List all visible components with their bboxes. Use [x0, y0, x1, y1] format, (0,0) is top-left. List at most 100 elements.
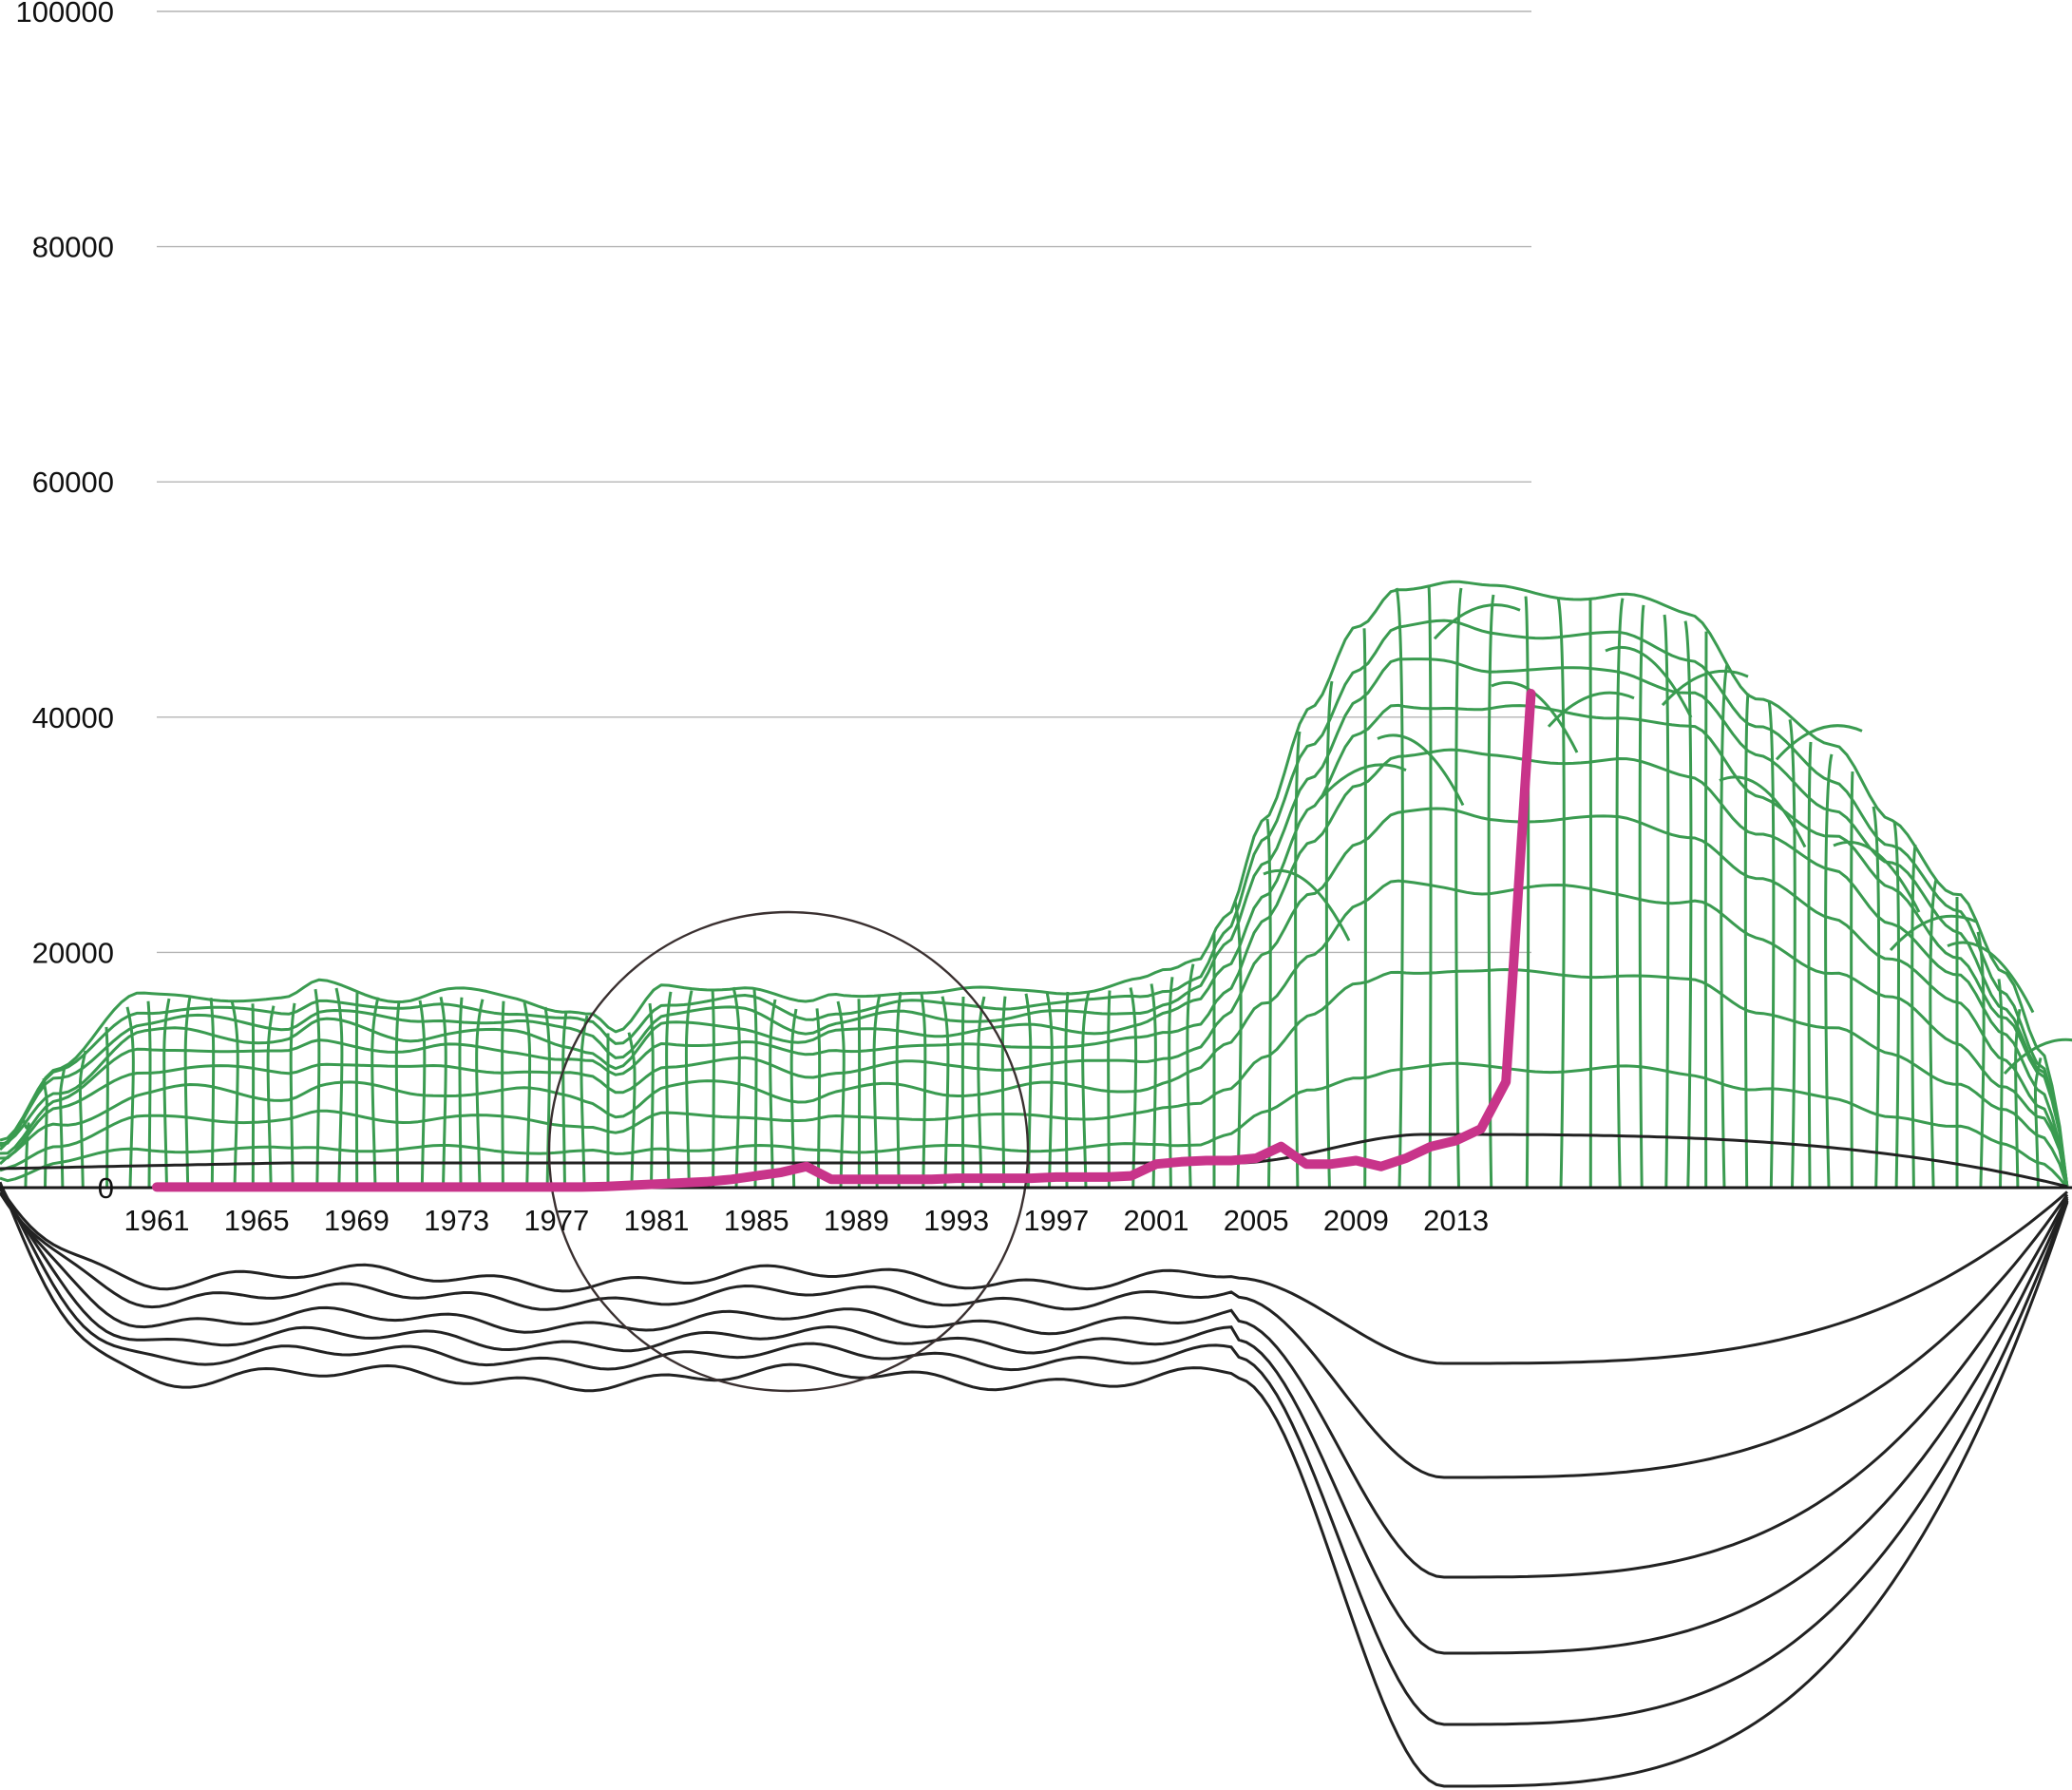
- mesh-rib: [1788, 718, 1796, 1189]
- data-point: [855, 1178, 858, 1181]
- data-point: [680, 1182, 683, 1184]
- mesh-rib: [1720, 663, 1729, 1189]
- mesh-rib: [1395, 587, 1404, 1189]
- mesh-rib: [561, 1010, 568, 1189]
- data-point: [780, 1171, 783, 1173]
- mesh-rib: [941, 996, 950, 1189]
- mesh-rib: [42, 1077, 48, 1189]
- y-tick-label: 100000: [16, 0, 114, 29]
- data-point: [156, 1186, 158, 1189]
- x-tick-label: 1997: [1023, 1204, 1089, 1237]
- mesh-rib: [475, 999, 485, 1189]
- mesh-rib: [895, 991, 903, 1189]
- data-point: [1080, 1175, 1083, 1178]
- data-point: [930, 1178, 933, 1181]
- data-point: [1030, 1177, 1033, 1180]
- mesh-rib: [1064, 991, 1070, 1189]
- data-point: [1430, 1145, 1433, 1148]
- data-point: [1155, 1163, 1157, 1166]
- data-point: [955, 1177, 958, 1180]
- mesh-brace: [2003, 1038, 2072, 1076]
- mesh-brace: [1377, 733, 1465, 807]
- data-point: [1330, 1163, 1333, 1166]
- y-tick-label: 20000: [32, 936, 114, 969]
- mesh-rib: [1892, 821, 1900, 1189]
- mesh-rib: [769, 999, 777, 1189]
- mesh-rib: [1487, 594, 1495, 1189]
- mesh-brace: [1319, 763, 1407, 800]
- data-point: [1055, 1175, 1057, 1178]
- data-point: [406, 1186, 408, 1189]
- mesh-rib: [815, 1008, 822, 1189]
- data-point: [805, 1165, 808, 1168]
- x-tick-label: 1993: [923, 1204, 989, 1237]
- mesh-rib: [1129, 987, 1138, 1189]
- mesh-rib: [1362, 628, 1367, 1189]
- mesh-rib: [105, 1026, 109, 1189]
- data-point: [1105, 1175, 1108, 1178]
- mesh-band: [0, 879, 2069, 1189]
- data-point: [455, 1186, 458, 1189]
- data-point: [555, 1186, 558, 1189]
- mesh-rib: [125, 1006, 135, 1189]
- shadow-curve: [0, 1188, 2069, 1655]
- mesh-rib: [977, 996, 986, 1189]
- mesh-band: [0, 807, 2069, 1189]
- x-tick-label: 1965: [224, 1204, 290, 1237]
- mesh-rib: [1703, 631, 1708, 1189]
- y-tick-label: 40000: [32, 701, 114, 734]
- mesh-rib: [1556, 597, 1566, 1189]
- y-tick-label: 80000: [32, 231, 114, 264]
- mesh-rib: [183, 996, 192, 1189]
- mesh-rib: [1427, 585, 1433, 1189]
- mesh-band: [0, 748, 2069, 1189]
- mesh-rib: [266, 1005, 276, 1189]
- mesh-rib: [1929, 878, 1938, 1189]
- mesh-brace: [1263, 868, 1351, 942]
- decorative-circle: [547, 910, 1030, 1393]
- mesh-rib: [162, 998, 171, 1189]
- data-point: [256, 1186, 258, 1189]
- mesh-brace: [1605, 645, 1693, 718]
- x-tick-label: 2001: [1124, 1204, 1189, 1237]
- data-point: [1355, 1159, 1358, 1162]
- mesh-brace: [1947, 941, 2035, 1014]
- mesh-brace: [1833, 840, 1921, 913]
- mesh-rib: [439, 996, 447, 1189]
- data-point: [1205, 1159, 1207, 1162]
- x-tick-label: 1961: [124, 1204, 190, 1237]
- x-tick-label: 1973: [424, 1204, 489, 1237]
- data-point: [830, 1178, 833, 1181]
- data-point: [280, 1186, 283, 1189]
- mesh-rib: [627, 1032, 637, 1189]
- data-point: [1280, 1145, 1283, 1148]
- mesh-rib: [2033, 1057, 2043, 1189]
- data-point: [181, 1186, 183, 1189]
- shadow-curve-upper: [0, 1133, 2068, 1189]
- x-tick-label: 2005: [1224, 1204, 1289, 1237]
- mesh-brace: [1547, 691, 1635, 728]
- data-point: [530, 1186, 533, 1189]
- mesh-rib: [1767, 700, 1776, 1189]
- mesh-rib: [458, 997, 464, 1189]
- data-point: [1229, 1159, 1232, 1162]
- data-point: [580, 1186, 583, 1189]
- mesh-rib: [146, 1000, 152, 1189]
- data-point: [1379, 1165, 1382, 1168]
- shadow-curve: [0, 1182, 2069, 1726]
- mesh-rib: [230, 1000, 239, 1189]
- data-point: [705, 1180, 708, 1183]
- mesh-rib: [1150, 983, 1157, 1189]
- shadow-curve: [0, 1191, 2069, 1479]
- data-point: [905, 1178, 907, 1181]
- data-point: [1405, 1157, 1407, 1159]
- mesh-rib: [1638, 604, 1645, 1189]
- mesh-band: [0, 968, 2069, 1189]
- mesh-band: [0, 657, 2069, 1189]
- x-tick-label: 1981: [624, 1204, 690, 1237]
- mesh-rib: [2014, 1008, 2022, 1189]
- series-line: [152, 689, 1536, 1192]
- mesh-rib: [1294, 731, 1302, 1189]
- mesh-rib: [1615, 598, 1625, 1189]
